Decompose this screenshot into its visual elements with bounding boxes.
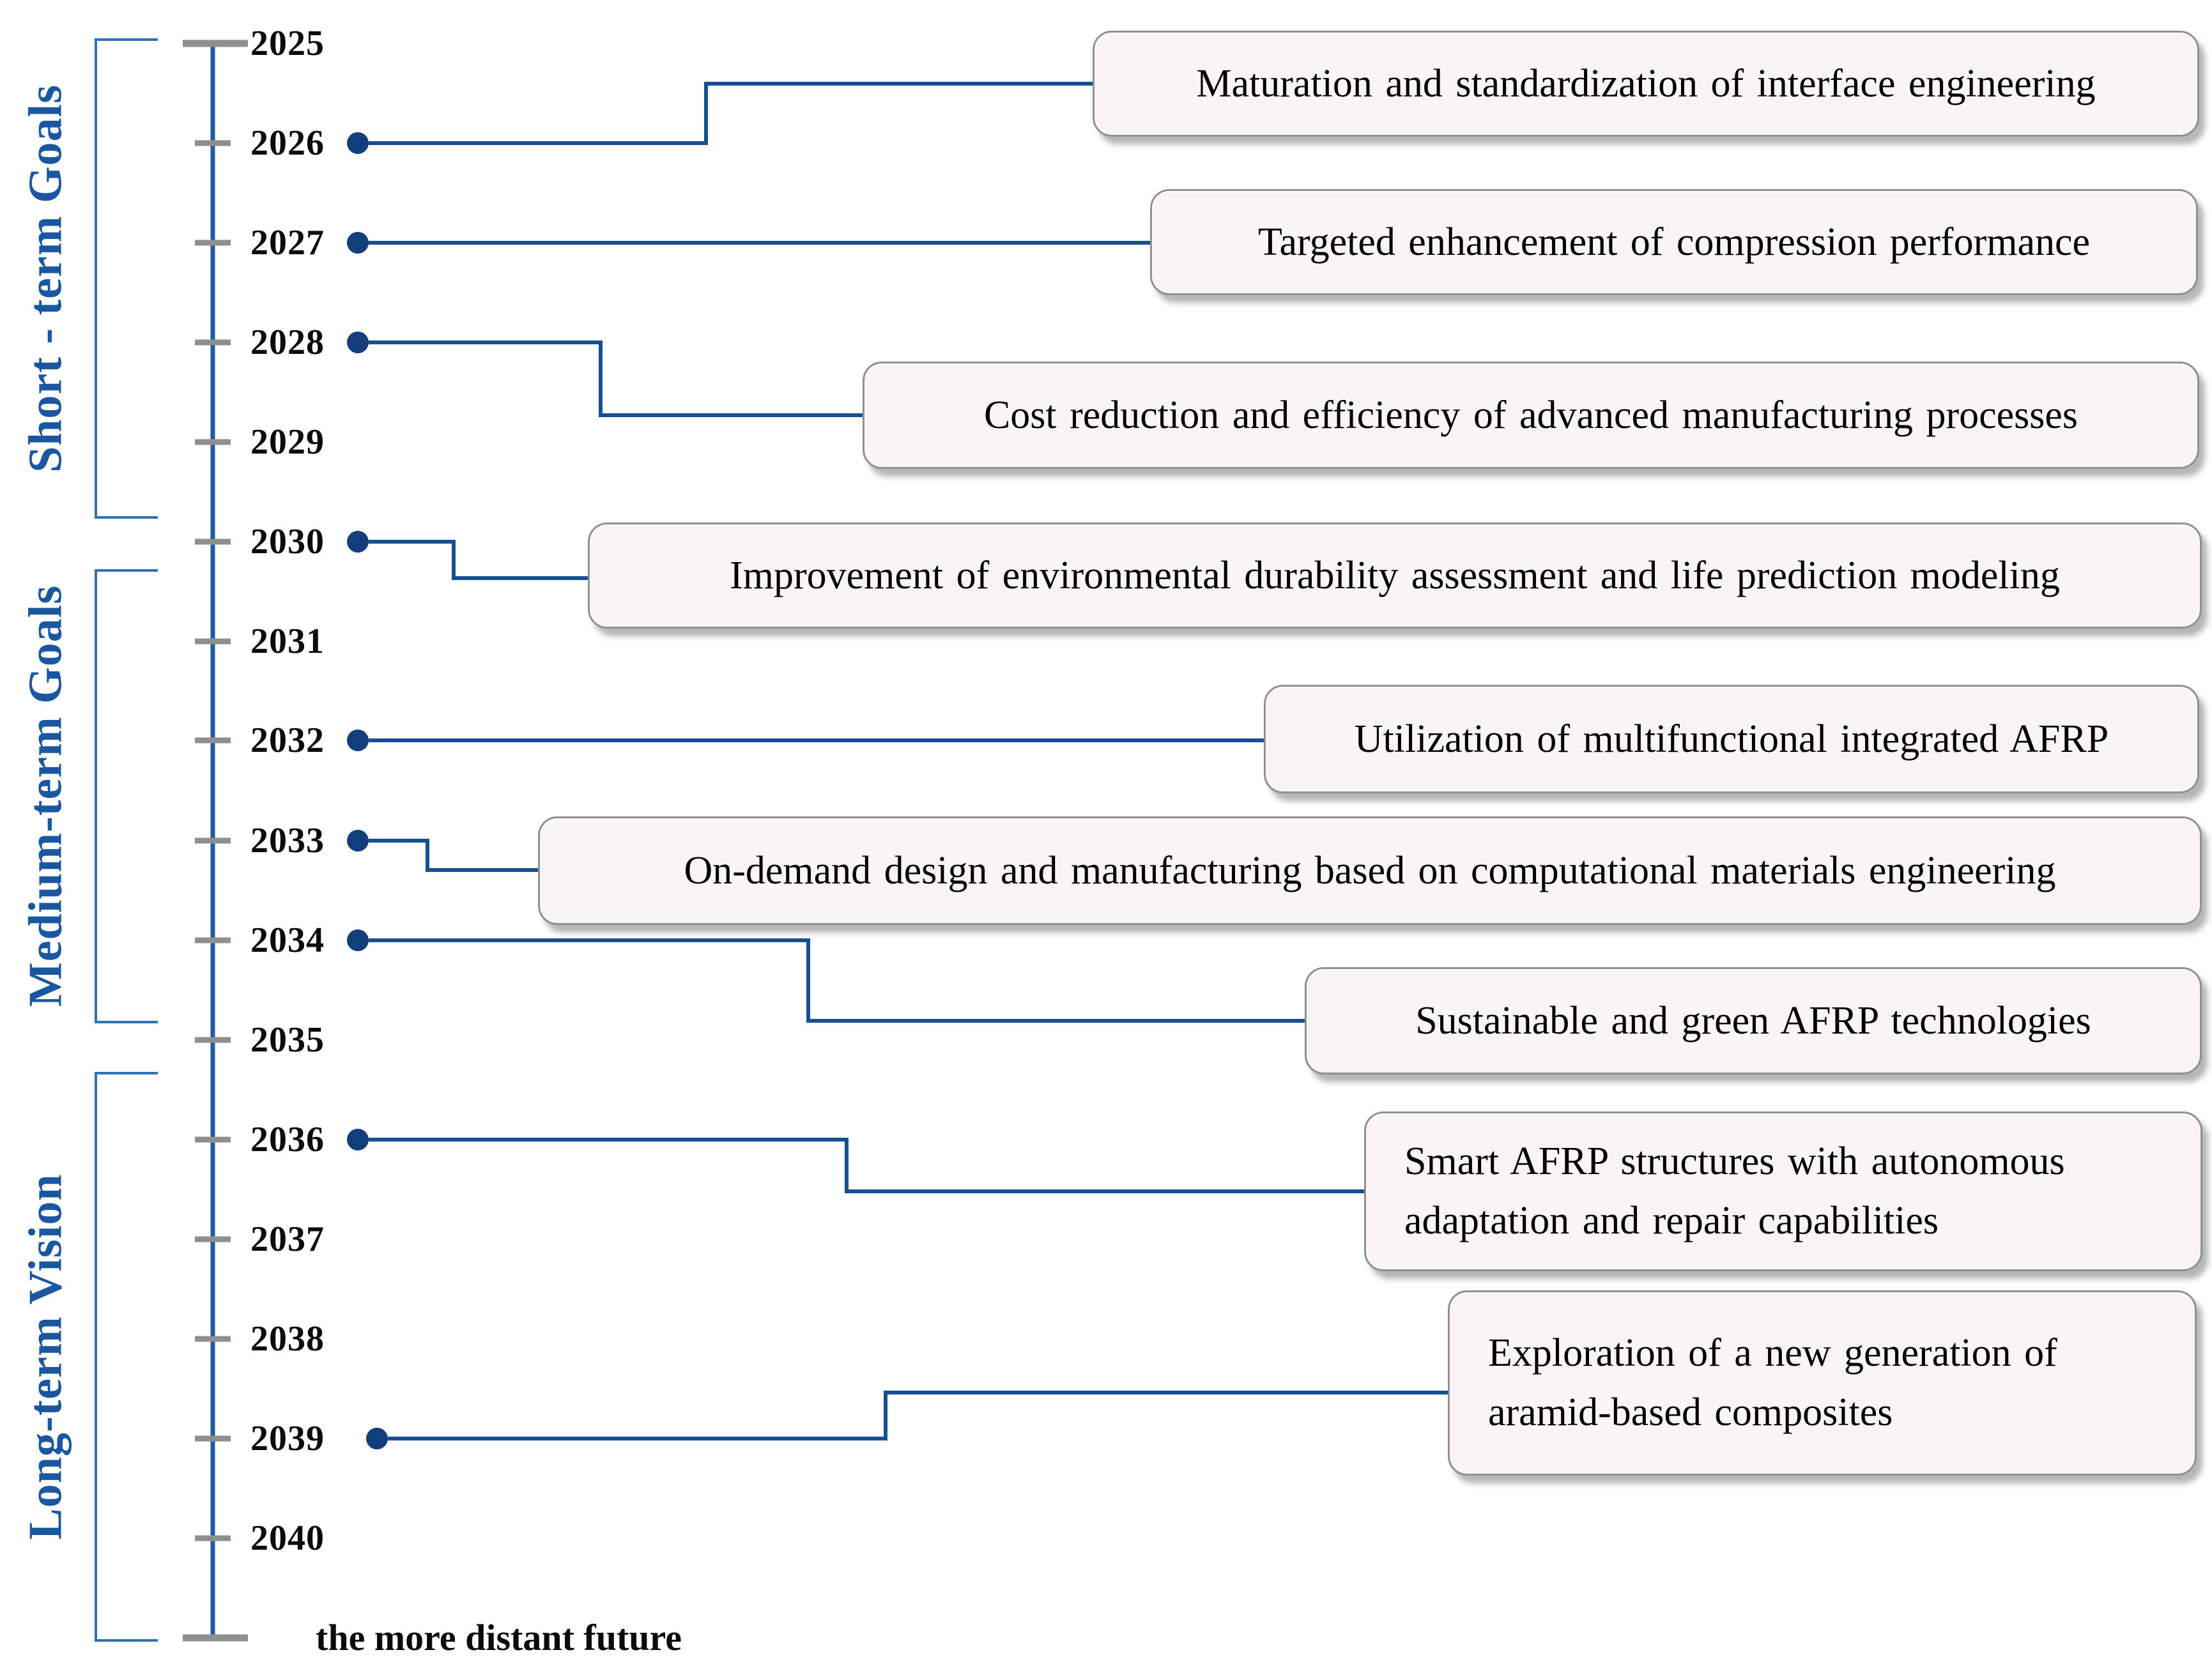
- milestone-box-2030: Improvement of environmental durability …: [588, 523, 2202, 629]
- milestone-box-2032: Utilization of multifunctional integrate…: [1264, 685, 2199, 793]
- milestone-dot-2033: [347, 830, 369, 852]
- year-label-2026: 2026: [250, 123, 325, 163]
- milestone-box-2027: Targeted enhancement of compression perf…: [1150, 189, 2198, 295]
- short-term-bracket: [95, 38, 158, 519]
- end-label: the more distant future: [316, 1617, 682, 1658]
- connector-2026: [369, 82, 1096, 145]
- group-label-short-term: Short - term Goals: [19, 84, 72, 473]
- milestone-box-2036: Smart AFRP structures with autonomous ad…: [1364, 1112, 2202, 1271]
- milestone-dot-2027: [347, 232, 369, 254]
- milestone-box-2028: Cost reduction and efficiency of advance…: [863, 362, 2199, 469]
- connector-2036: [369, 1138, 1367, 1193]
- year-label-2036: 2036: [250, 1120, 325, 1159]
- year-label-2033: 2033: [250, 821, 325, 860]
- year-label-2029: 2029: [250, 422, 325, 462]
- connector-2039: [388, 1391, 1451, 1440]
- group-label-medium-term: Medium-term Goals: [19, 584, 72, 1007]
- connector-2033: [369, 839, 541, 872]
- connector-2028: [369, 340, 866, 417]
- year-label-2032: 2032: [250, 721, 325, 760]
- year-label-2028: 2028: [250, 323, 325, 362]
- milestone-dot-2032: [347, 730, 369, 751]
- year-label-2040: 2040: [250, 1518, 325, 1558]
- year-label-2034: 2034: [250, 921, 325, 960]
- year-label-2039: 2039: [250, 1419, 325, 1458]
- milestone-box-2033: On-demand design and manufacturing based…: [538, 816, 2202, 925]
- milestone-box-2026: Maturation and standardization of interf…: [1093, 31, 2199, 137]
- year-label-2025: 2025: [250, 24, 325, 63]
- medium-term-bracket: [95, 569, 158, 1023]
- year-label-2035: 2035: [250, 1020, 325, 1060]
- group-label-long-term: Long-term Vision: [19, 1173, 72, 1540]
- year-label-2038: 2038: [250, 1319, 325, 1359]
- connector-2030: [369, 540, 591, 580]
- milestone-dot-2026: [347, 132, 369, 154]
- milestone-dot-2030: [347, 531, 369, 553]
- connector-2034: [369, 938, 1308, 1023]
- milestone-dot-2039: [366, 1428, 388, 1449]
- milestone-dot-2034: [347, 929, 369, 951]
- year-label-2037: 2037: [250, 1219, 325, 1259]
- year-label-2027: 2027: [250, 223, 325, 263]
- year-label-2030: 2030: [250, 522, 325, 561]
- milestone-box-2034: Sustainable and green AFRP technologies: [1305, 967, 2202, 1074]
- milestone-box-2039: Exploration of a new generation of arami…: [1448, 1290, 2197, 1476]
- year-label-2031: 2031: [250, 622, 325, 661]
- long-term-bracket: [95, 1072, 158, 1642]
- milestone-dot-2036: [347, 1129, 369, 1150]
- milestone-dot-2028: [347, 332, 369, 353]
